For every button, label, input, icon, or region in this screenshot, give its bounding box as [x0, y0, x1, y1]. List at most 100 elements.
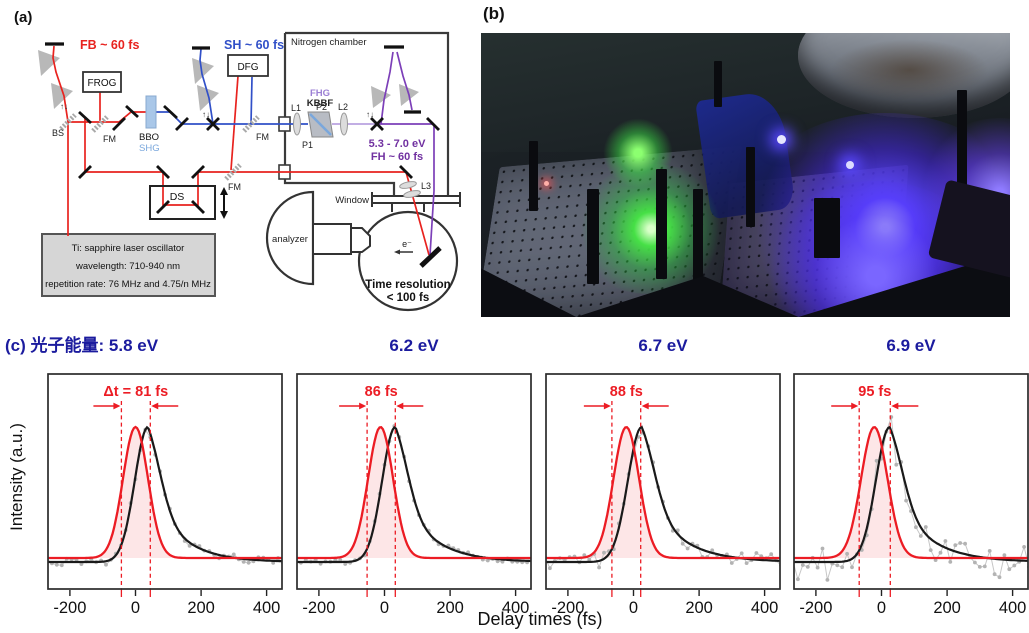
x-tick-label: 400	[502, 599, 530, 617]
sample	[419, 246, 442, 268]
photo-post-4	[692, 189, 703, 290]
x-tick-label: 400	[253, 599, 281, 617]
dfg-label: DFG	[237, 62, 258, 73]
cross-correlation-fit-curve	[48, 425, 282, 564]
panel-b-label: (b)	[483, 4, 505, 23]
fwhm-dashed-lines	[611, 401, 642, 597]
bbo-crystal	[145, 95, 157, 129]
time-resolution-label-2: < 100 fs	[387, 292, 430, 304]
turning-mirrors	[78, 104, 440, 214]
cross-correlation-plot-6_7ev: 88 fs -200 0 200 400	[545, 373, 781, 618]
fwhm-dashed-lines	[858, 401, 891, 597]
electron-analyzer	[265, 190, 371, 286]
photo-post-5	[745, 146, 755, 227]
x-tick-label: -200	[799, 599, 832, 617]
ds-label: DS	[170, 191, 185, 203]
x-tick-label: -200	[302, 599, 335, 617]
plot-canvas: 95 fs -200 0 200 400	[793, 373, 1029, 617]
delta-t-annotation: 86 fs	[365, 384, 398, 400]
lenses	[293, 112, 421, 198]
plot-canvas: Δt = 81 fs -200 0 200 400	[47, 373, 283, 617]
lens-l3a	[399, 181, 417, 189]
sh-duration-label: SH ~ 60 fs	[224, 38, 284, 52]
ev-range-label: 5.3 - 7.0 eV	[369, 138, 427, 150]
plot-frame	[545, 373, 781, 590]
bbo-label: BBO	[139, 132, 159, 143]
fm-label-1: FM	[103, 134, 116, 144]
fm-label-2: FM	[256, 132, 269, 142]
fwhm-dashed-lines	[366, 401, 396, 597]
updown-arrow-marks: ↑↓ ↑↓ ↑↓	[60, 102, 374, 119]
x-axis-ticks: -200 0 200 400	[799, 590, 1026, 617]
lens-l3b	[403, 190, 421, 198]
plot-canvas: 86 fs -200 0 200 400	[296, 373, 532, 617]
purple-beam-path	[332, 51, 435, 256]
x-tick-label: 400	[999, 599, 1027, 617]
panel-c-title-first: (c) 光子能量: 5.8 eV	[5, 331, 158, 361]
end-mirrors	[45, 42, 421, 114]
panel-a-label: (a)	[14, 9, 32, 26]
fwhm-dashed-lines	[120, 401, 151, 597]
x-tick-label: -200	[53, 599, 86, 617]
cross-correlation-fit-curve	[297, 425, 531, 564]
l1-label: L1	[291, 103, 301, 113]
x-tick-label: 200	[933, 599, 961, 617]
photon-energy-prefix: 光子能量:	[30, 336, 109, 355]
x-axis-ticks: -200 0 200 400	[551, 590, 778, 617]
l3-label: L3	[421, 181, 431, 191]
dfg-box: DFG	[227, 54, 269, 77]
red-beam-path	[52, 45, 430, 256]
photo-post-3	[655, 169, 667, 280]
fh-duration-label: FH ~ 60 fs	[371, 151, 423, 163]
ti-sapphire-oscillator-box: Ti: sapphire laser oscillator wavelength…	[41, 233, 216, 297]
gaussian-fill-area	[546, 427, 780, 558]
oscillator-line-2: wavelength: 710-940 nm	[75, 261, 180, 272]
svg-text:↑↓: ↑↓	[202, 110, 210, 119]
panel-b-lab-photo	[481, 33, 1010, 317]
svg-text:↑↓: ↑↓	[60, 102, 68, 111]
nitrogen-chamber-label: Nitrogen chamber	[291, 37, 367, 48]
electron-arrow: e⁻	[394, 239, 413, 255]
laser-pulse-curve	[297, 425, 531, 560]
plot-frame	[47, 373, 283, 590]
analyzer-label: analyzer	[272, 234, 308, 245]
photo-post-1	[528, 140, 538, 211]
x-tick-label: 0	[380, 599, 389, 617]
x-tick-label: 0	[877, 599, 886, 617]
panel-c-label: (c)	[5, 336, 26, 355]
x-axis-label: Delay times (fs)	[477, 609, 603, 629]
frog-label: FROG	[88, 78, 117, 89]
photon-energy-0: 5.8 eV	[108, 336, 159, 355]
window-label: Window	[335, 195, 369, 206]
x-tick-label: -200	[551, 599, 584, 617]
x-tick-label: 0	[629, 599, 638, 617]
fwhm-arrows	[583, 402, 669, 410]
photo-post-8	[713, 61, 722, 108]
x-tick-label: 200	[685, 599, 713, 617]
kbbf-label: KBBF	[307, 98, 334, 109]
laser-pulse-curve	[546, 425, 780, 560]
cross-correlation-plot-5_8ev: Δt = 81 fs -200 0 200 400	[47, 373, 283, 618]
x-tick-label: 200	[436, 599, 464, 617]
panel-a-setup-diagram: (a) Nitrogen chamber Window analyzer Ti	[14, 9, 461, 312]
laser-pulse-curve	[794, 425, 1028, 560]
shg-label: SHG	[139, 143, 160, 154]
delta-t-annotation: 95 fs	[858, 384, 891, 400]
plot-canvas: 88 fs -200 0 200 400	[545, 373, 781, 617]
photo-blue-spark-2	[846, 160, 854, 169]
photo-blue-spark-1	[777, 135, 787, 145]
electron-label: e⁻	[402, 239, 412, 249]
kbbf-prism	[307, 111, 334, 138]
photo-post-7	[957, 89, 968, 210]
cross-correlation-plot-6_2ev: 86 fs -200 0 200 400	[296, 373, 532, 618]
fb-duration-label: FB ~ 60 fs	[80, 38, 139, 52]
y-axis-label: Intensity (a.u.)	[7, 423, 26, 531]
fm-label-3: FM	[228, 182, 241, 192]
photo-post-2	[586, 189, 599, 285]
laser-pulse-curve	[48, 425, 282, 560]
oscillator-line-1: Ti: sapphire laser oscillator	[72, 243, 185, 254]
svg-text:↑↓: ↑↓	[366, 110, 374, 119]
x-tick-label: 400	[751, 599, 779, 617]
time-resolution-label-1: Time resolution	[365, 279, 450, 291]
photo-post-6	[814, 197, 841, 258]
